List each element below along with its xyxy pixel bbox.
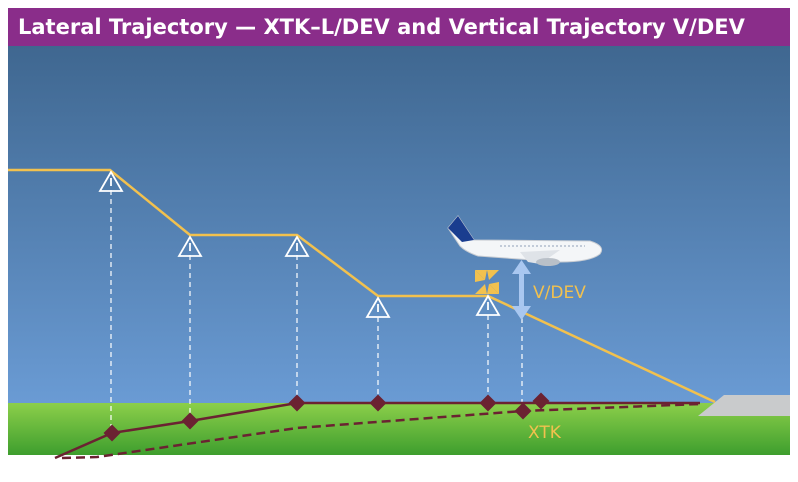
diagram: Lateral Trajectory — XTK–L/DEV and Verti…: [0, 0, 798, 482]
title: Lateral Trajectory — XTK–L/DEV and Verti…: [18, 15, 746, 39]
xtk-label: XTK: [528, 423, 562, 443]
sky: [8, 46, 790, 403]
ground: [8, 403, 790, 455]
vdev-label: V/DEV: [533, 283, 586, 303]
